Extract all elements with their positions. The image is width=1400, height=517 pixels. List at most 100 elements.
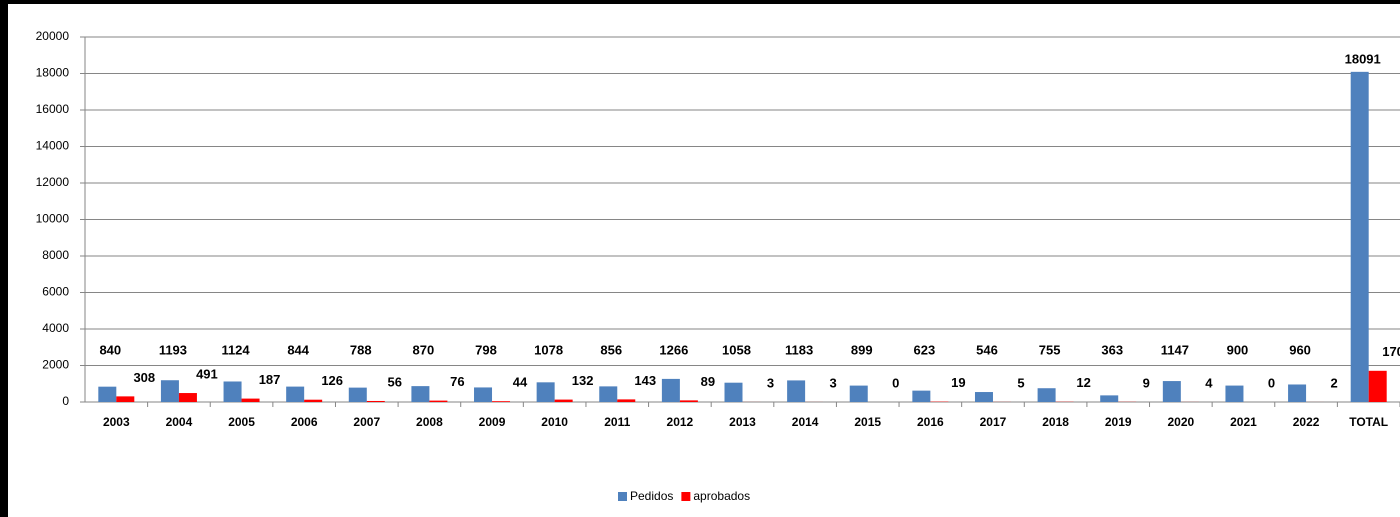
bar bbox=[536, 382, 555, 402]
data-label: 1183 bbox=[785, 342, 813, 357]
bar bbox=[1288, 384, 1307, 402]
bar bbox=[599, 386, 618, 402]
data-label: 623 bbox=[914, 342, 936, 357]
data-label: 1124 bbox=[221, 342, 250, 357]
bar bbox=[912, 390, 931, 402]
x-tick-label: 2015 bbox=[854, 415, 881, 429]
data-label: 126 bbox=[321, 373, 343, 388]
data-label: 546 bbox=[976, 342, 998, 357]
y-tick-label: 16000 bbox=[36, 102, 70, 116]
data-label: 89 bbox=[701, 374, 715, 389]
data-label: 900 bbox=[1227, 342, 1249, 357]
x-tick-label: 2020 bbox=[1167, 415, 1194, 429]
x-tick-label: 2021 bbox=[1230, 415, 1257, 429]
bar bbox=[492, 401, 511, 402]
data-label: 856 bbox=[600, 342, 622, 357]
y-tick-label: 4000 bbox=[42, 321, 69, 335]
x-tick-label: 2005 bbox=[228, 415, 255, 429]
data-label: 755 bbox=[1039, 342, 1061, 357]
bar bbox=[178, 393, 197, 402]
x-tick-label: 2011 bbox=[604, 415, 630, 429]
data-label: 1266 bbox=[659, 342, 688, 357]
x-tick-label: TOTAL bbox=[1349, 415, 1388, 429]
x-tick-label: 2004 bbox=[166, 415, 193, 429]
x-tick-label: 2007 bbox=[353, 415, 380, 429]
data-label: 3 bbox=[767, 375, 774, 390]
bar bbox=[1100, 395, 1119, 402]
data-label: 840 bbox=[99, 342, 121, 357]
frame-top bbox=[0, 0, 1400, 4]
x-tick-label: 2016 bbox=[917, 415, 944, 429]
data-label: 187 bbox=[259, 372, 281, 387]
data-label: 870 bbox=[413, 342, 435, 357]
data-label: 44 bbox=[513, 375, 528, 390]
y-tick-label: 6000 bbox=[42, 285, 69, 299]
bar bbox=[286, 386, 305, 402]
bar bbox=[787, 380, 806, 402]
bar bbox=[474, 387, 493, 402]
data-label: 4 bbox=[1205, 375, 1213, 390]
data-label: 12 bbox=[1076, 375, 1090, 390]
data-label: 0 bbox=[1268, 375, 1275, 390]
x-tick-label: 2008 bbox=[416, 415, 443, 429]
legend-label: aprobados bbox=[693, 489, 750, 503]
data-label: 9 bbox=[1143, 375, 1150, 390]
bar bbox=[116, 396, 135, 402]
bar bbox=[1037, 388, 1056, 402]
y-tick-label: 14000 bbox=[36, 139, 70, 153]
bar bbox=[679, 400, 698, 402]
x-tick-label: 2014 bbox=[792, 415, 819, 429]
data-label: 2 bbox=[1330, 375, 1337, 390]
x-tick-label: 2013 bbox=[729, 415, 756, 429]
bar bbox=[617, 399, 636, 402]
bar bbox=[304, 399, 323, 402]
x-tick-label: 2012 bbox=[667, 415, 694, 429]
y-tick-label: 18000 bbox=[36, 66, 70, 80]
bar bbox=[366, 400, 385, 402]
data-label: 0 bbox=[892, 375, 899, 390]
x-tick-label: 2018 bbox=[1042, 415, 1069, 429]
data-label: 491 bbox=[196, 366, 218, 381]
bar bbox=[974, 392, 993, 402]
data-label: 899 bbox=[851, 342, 873, 357]
bar bbox=[1350, 71, 1369, 403]
x-tick-label: 2022 bbox=[1293, 415, 1320, 429]
y-tick-label: 0 bbox=[62, 394, 69, 408]
bar bbox=[1162, 381, 1181, 402]
y-tick-label: 10000 bbox=[36, 212, 70, 226]
data-label: 1193 bbox=[159, 342, 187, 357]
bar bbox=[1225, 385, 1244, 402]
legend-swatch bbox=[618, 492, 627, 501]
x-tick-label: 2009 bbox=[479, 415, 506, 429]
data-label: 1147 bbox=[1161, 342, 1189, 357]
legend-swatch bbox=[681, 492, 691, 501]
data-label: 844 bbox=[287, 342, 309, 357]
data-label: 132 bbox=[572, 373, 594, 388]
legend-label: Pedidos bbox=[630, 489, 673, 503]
bar bbox=[1368, 370, 1387, 402]
data-label: 3 bbox=[830, 375, 837, 390]
data-label: 363 bbox=[1101, 342, 1123, 357]
bar bbox=[98, 386, 117, 402]
data-label: 1078 bbox=[534, 342, 563, 357]
data-label: 308 bbox=[133, 370, 155, 385]
data-label: 5 bbox=[1017, 375, 1024, 390]
x-tick-label: 2019 bbox=[1105, 415, 1132, 429]
x-tick-label: 2010 bbox=[541, 415, 568, 429]
bar bbox=[849, 385, 868, 402]
data-label: 18091 bbox=[1345, 51, 1381, 66]
x-tick-label: 2003 bbox=[103, 415, 130, 429]
bar bbox=[554, 399, 573, 402]
bar bbox=[724, 382, 743, 402]
bar bbox=[223, 381, 242, 402]
bar bbox=[160, 380, 179, 402]
data-label: 798 bbox=[475, 342, 497, 357]
x-tick-label: 2006 bbox=[291, 415, 318, 429]
frame-left bbox=[0, 0, 8, 517]
data-label: 960 bbox=[1289, 342, 1311, 357]
bar bbox=[429, 400, 448, 402]
y-tick-label: 20000 bbox=[36, 29, 70, 43]
bar bbox=[348, 387, 367, 402]
